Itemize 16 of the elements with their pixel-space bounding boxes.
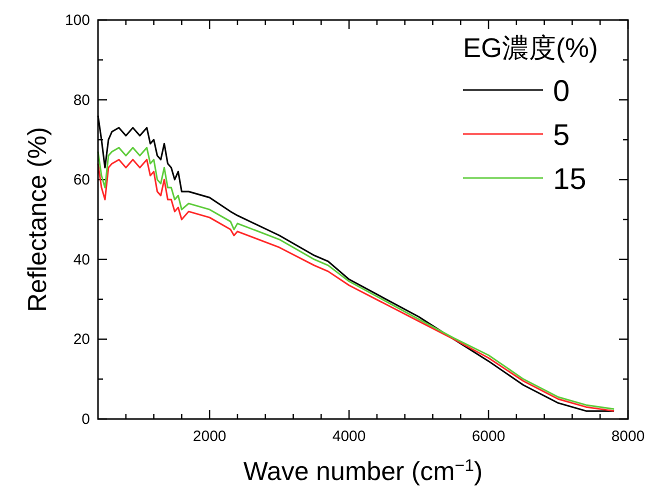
legend-title: EG濃度(%) [463,33,598,63]
y-tick-label: 100 [64,12,90,29]
legend-label: 5 [553,119,570,152]
y-tick-label: 20 [73,331,90,348]
y-tick-label: 0 [82,411,90,428]
y-tick-label: 40 [73,251,90,268]
x-tick-label: 6000 [472,428,506,445]
x-tick-label: 8000 [611,428,645,445]
legend-label: 15 [553,163,586,196]
y-tick-label: 80 [73,92,90,109]
x-tick-label: 4000 [332,428,366,445]
x-axis-title: Wave number (cm$^{−1}$) [243,456,483,486]
legend-label: 0 [553,75,570,108]
y-tick-label: 60 [73,172,90,189]
x-tick-label: 2000 [192,428,226,445]
y-axis-title: Reflectance (%) [22,127,52,312]
